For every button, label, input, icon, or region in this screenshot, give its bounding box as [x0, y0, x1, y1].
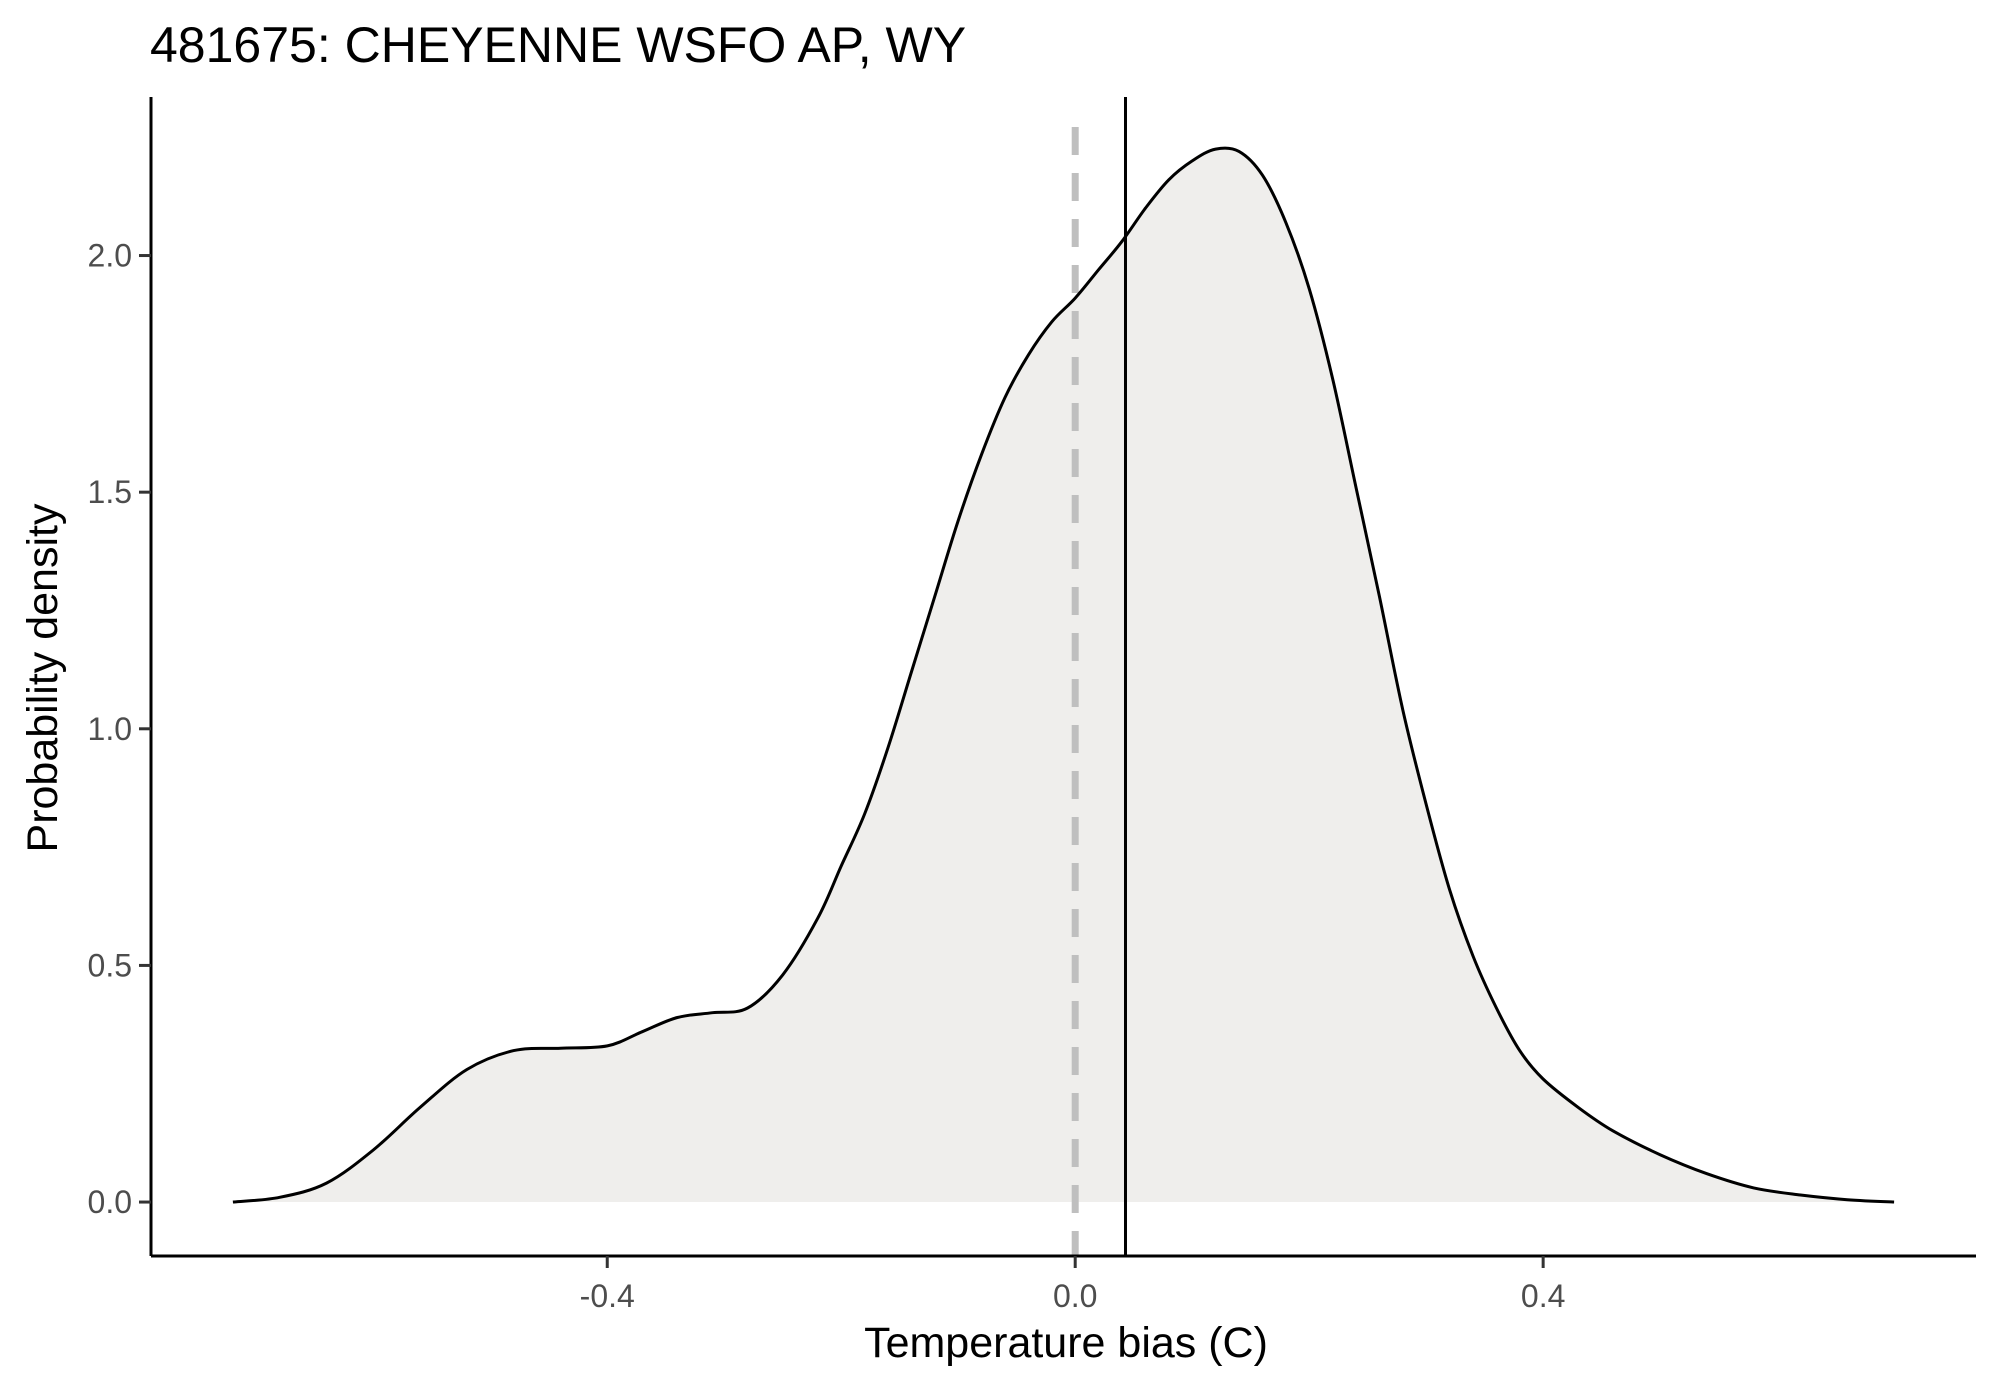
- y-tick-label: 0.5: [88, 947, 132, 983]
- y-axis-ticks: 0.0 0.5 1.0 1.5 2.0: [88, 238, 151, 1220]
- y-tick-label: 0.0: [88, 1184, 132, 1220]
- y-tick-label: 1.5: [88, 474, 132, 510]
- y-tick-label: 1.0: [88, 711, 132, 747]
- density-curve: [232, 146, 1895, 1204]
- x-axis-title: Temperature bias (C): [864, 1319, 1268, 1367]
- density-area: [232, 147, 1895, 1203]
- x-tick-label: -0.4: [580, 1278, 635, 1314]
- chart-title: 481675: CHEYENNE WSFO AP, WY: [150, 17, 966, 73]
- x-tick-label: 0.4: [1521, 1278, 1565, 1314]
- x-tick-label: 0.0: [1053, 1278, 1097, 1314]
- x-axis-ticks: -0.4 0.0 0.4: [580, 1256, 1565, 1314]
- plot-area: [232, 97, 1895, 1256]
- y-tick-label: 2.0: [88, 238, 132, 274]
- y-axis-title: Probability density: [19, 503, 67, 852]
